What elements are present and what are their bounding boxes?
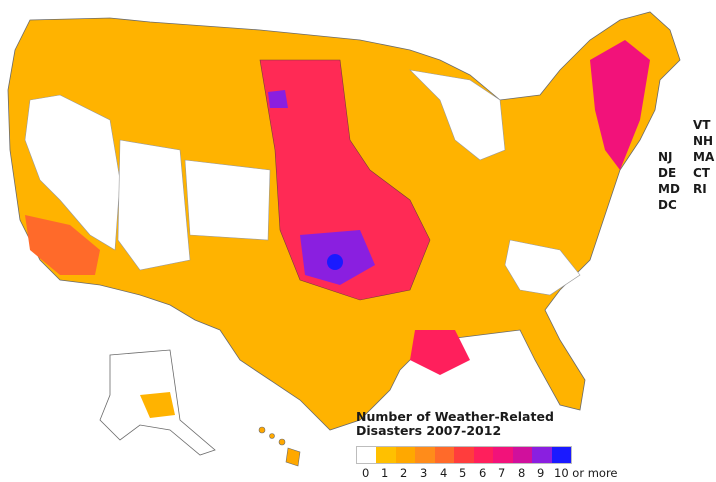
legend-tick-3: 3 [420,466,428,480]
legend-swatch-9 [532,447,552,463]
state-label-ma: MA [693,150,715,164]
michigan-blank [409,69,506,161]
legend-swatch-5 [454,447,474,463]
legend: Number of Weather-Related Disasters 2007… [356,409,636,480]
state-label-nj: NJ [658,150,673,164]
southdakota-peak [268,90,288,108]
northeast-intense [590,40,650,170]
legend-swatch-0 [357,447,377,463]
legend-tick-2: 2 [400,466,408,480]
legend-swatch-2 [395,447,416,463]
oklahoma-max [327,254,343,270]
legend-swatch-4 [434,447,455,463]
legend-title: Number of Weather-Related Disasters 2007… [356,409,554,438]
west-blank-region [24,94,121,251]
legend-tick-4: 4 [440,466,448,480]
hawaii [258,426,301,467]
legend-tick-8: 8 [518,466,526,480]
legend-tick-6: 6 [479,466,487,480]
state-label-dc: DC [658,198,677,212]
legend-tick-7: 7 [498,466,506,480]
legend-tick-5: 5 [459,466,467,480]
state-label-ct: CT [693,166,710,180]
nevada-utah-blank [117,139,191,271]
colorado-blank [184,159,271,241]
state-label-de: DE [658,166,677,180]
state-label-vt: VT [693,118,711,132]
legend-color-scale [356,446,572,464]
legend-tick-9: 9 [537,466,545,480]
legend-tick-0: 0 [362,466,370,480]
california-orange [25,215,100,275]
southeast-blank [504,239,581,296]
legend-tick-10: 10 or more [554,466,618,480]
legend-swatch-10 [551,447,571,463]
state-label-md: MD [658,182,680,196]
legend-swatch-7 [493,447,513,463]
alaska-south-coast [140,392,175,418]
legend-tick-1: 1 [381,466,389,480]
gulf-intense [410,330,470,375]
legend-swatch-6 [473,447,494,463]
legend-swatch-1 [376,447,396,463]
state-label-ri: RI [693,182,707,196]
state-label-nh: NH [693,134,714,148]
legend-swatch-8 [512,447,533,463]
legend-swatch-3 [415,447,435,463]
